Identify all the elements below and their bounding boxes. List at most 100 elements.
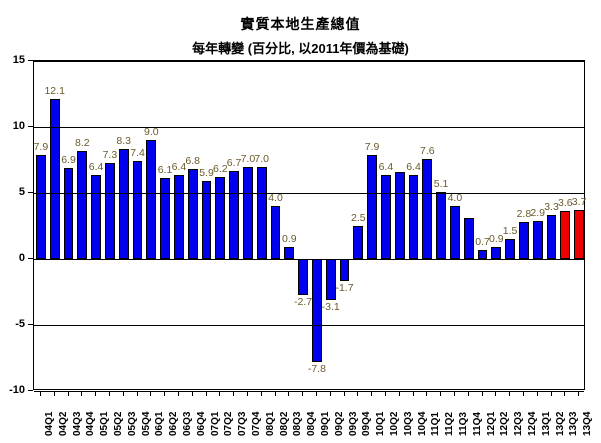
- x-tick-mark: [453, 391, 455, 396]
- bar-value-label: -3.1: [321, 300, 340, 313]
- bar-value-label: 0.7: [475, 235, 490, 248]
- bar-value-label: 5.9: [199, 167, 214, 180]
- bar: [325, 259, 336, 300]
- x-tick-label: 08Q1: [264, 411, 276, 436]
- x-tick-label: 09Q1: [319, 411, 331, 436]
- chart-title: 實質本地生產總值: [240, 16, 361, 32]
- plot-area: 7.9 12.1 6.9 8.2 6.4 7.3 8.3 7.4 9.0 6.1 6.4 6.8 5.9…: [33, 60, 586, 392]
- x-tick-label: 04Q1: [43, 411, 55, 436]
- x-tick-label: 07Q3: [237, 411, 249, 436]
- x-tick-label: 13Q3: [568, 411, 580, 436]
- y-tick-mark: [28, 60, 33, 61]
- bar: [49, 99, 60, 259]
- x-tick-label: 05Q4: [140, 411, 152, 436]
- x-tick-label: 13Q2: [554, 411, 566, 436]
- bar: [477, 249, 488, 259]
- x-tick-label: 08Q2: [278, 411, 290, 436]
- y-tick-mark: [28, 126, 33, 127]
- bar: [518, 222, 529, 259]
- x-tick-mark: [233, 391, 235, 396]
- x-tick-mark: [481, 391, 483, 396]
- gridline: [34, 325, 584, 326]
- y-tick-mark: [28, 324, 33, 325]
- x-tick-label: 04Q3: [71, 411, 83, 436]
- bar: [91, 174, 102, 259]
- x-tick-label: 10Q4: [416, 411, 428, 436]
- x-tick-mark: [260, 391, 262, 396]
- y-tick-label: -5: [15, 318, 25, 330]
- bar: [311, 259, 322, 362]
- x-tick-mark: [205, 391, 207, 396]
- x-tick-mark: [550, 391, 552, 396]
- x-tick-label: 08Q4: [306, 411, 318, 436]
- x-tick-mark: [246, 391, 248, 396]
- bar-value-label: 2.5: [350, 212, 366, 224]
- bar: [546, 215, 557, 259]
- x-tick-label: 10Q1: [375, 411, 387, 436]
- bar-value-label: 7.0: [240, 152, 256, 165]
- bar-value-label: 12.1: [44, 85, 65, 98]
- x-tick-mark: [522, 391, 524, 396]
- bar: [242, 166, 253, 259]
- x-tick-mark: [191, 391, 193, 396]
- bar: [436, 191, 447, 259]
- bar-value-label: 4.0: [268, 192, 283, 205]
- x-tick-label: 08Q3: [292, 411, 304, 436]
- bar-value-label: 4.0: [447, 192, 463, 205]
- gridline: [34, 127, 584, 128]
- chart-subtitle: 每年轉變 (百分比, 以2011年價為基礎): [192, 41, 409, 56]
- x-tick-mark: [164, 391, 166, 396]
- bar: [104, 162, 115, 259]
- bar: [132, 161, 143, 259]
- bar-value-label: 6.4: [406, 160, 421, 173]
- bar-value-label: 7.6: [419, 144, 435, 157]
- x-tick-label: 05Q2: [112, 411, 124, 436]
- bar: [77, 150, 88, 259]
- x-tick-label: 11Q4: [471, 412, 483, 436]
- x-tick-label: 05Q3: [126, 411, 138, 436]
- x-tick-label: 12Q1: [485, 411, 497, 436]
- y-tick-mark: [28, 192, 33, 193]
- bar: [449, 206, 460, 259]
- x-tick-mark: [274, 391, 276, 396]
- x-tick-label: 11Q2: [444, 412, 456, 436]
- x-tick-mark: [315, 391, 317, 396]
- bar-value-label: -1.7: [335, 282, 354, 295]
- bar: [187, 169, 198, 259]
- bar: [463, 218, 474, 259]
- x-tick-mark: [288, 391, 290, 396]
- bar: [118, 149, 129, 259]
- bar-value-label: -2.7: [294, 295, 313, 308]
- bar: [367, 154, 378, 259]
- bar: [408, 174, 419, 259]
- bar-value-label: 6.4: [378, 160, 394, 173]
- bar-value-label: 5.1: [433, 177, 449, 190]
- x-tick-mark: [426, 391, 428, 396]
- bar: [256, 166, 267, 259]
- bar: [35, 154, 46, 259]
- bar-value-label: 6.4: [171, 160, 187, 173]
- bar-value-label: 7.9: [33, 140, 49, 153]
- bar: [270, 206, 281, 259]
- x-tick-mark: [440, 391, 442, 396]
- y-tick-label: 10: [12, 120, 25, 132]
- x-tick-label: 07Q2: [223, 411, 235, 436]
- y-tick-label: 15: [12, 54, 25, 66]
- bar: [505, 239, 516, 259]
- bar-value-label: 7.4: [130, 147, 145, 160]
- x-tick-mark: [39, 391, 41, 396]
- bar-value-label: 7.3: [102, 148, 118, 161]
- bar-value-label: -7.8: [307, 362, 326, 375]
- bar: [394, 171, 405, 259]
- x-tick-label: 12Q4: [526, 411, 538, 436]
- bar-value-label: 2.9: [530, 206, 545, 219]
- x-tick-mark: [219, 391, 221, 396]
- x-tick-label: 04Q4: [85, 411, 97, 436]
- x-tick-mark: [536, 391, 538, 396]
- bar-value-label: 0.9: [281, 233, 297, 246]
- x-tick-label: 06Q4: [195, 411, 207, 436]
- y-tick-label: -10: [9, 384, 25, 396]
- x-tick-mark: [53, 391, 55, 396]
- bar-value-label: 8.2: [74, 136, 90, 149]
- x-tick-mark: [177, 391, 179, 396]
